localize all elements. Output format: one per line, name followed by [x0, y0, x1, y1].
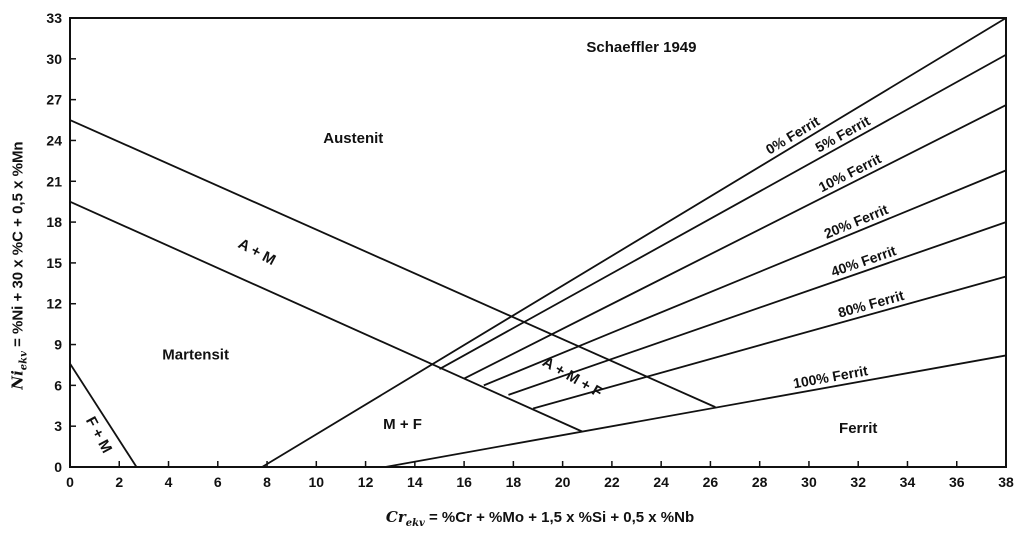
x-tick-label: 30	[801, 474, 817, 490]
y-tick-label: 21	[46, 173, 62, 189]
y-tick-label: 27	[46, 92, 62, 108]
boundary-line	[69, 363, 138, 468]
y-tick-label: 3	[54, 418, 62, 434]
x-tick-label: 0	[66, 474, 74, 490]
x-tick-label: 4	[165, 474, 173, 490]
x-tick-label: 14	[407, 474, 423, 490]
x-tick-label: 24	[653, 474, 669, 490]
boundary-line	[69, 200, 583, 433]
x-tick-label: 8	[263, 474, 271, 490]
y-axis-title: Niekv = %Ni + 30 x %C + 0,5 x %Mn	[6, 30, 32, 500]
region-label: A + M	[235, 235, 278, 269]
x-tick-label: 18	[506, 474, 522, 490]
y-tick-label: 12	[46, 296, 62, 312]
y-axis-title-formula: = %Ni + 30 x %C + 0,5 x %Mn	[9, 140, 27, 351]
y-tick-label: 30	[46, 51, 62, 67]
y-axis-title-variable: Niekv	[8, 350, 30, 390]
x-axis-title: Crekv = %Cr + %Mo + 1,5 x %Si + 0,5 x %N…	[70, 508, 1010, 529]
y-tick-label: 18	[46, 214, 62, 230]
x-tick-label: 12	[358, 474, 374, 490]
ferrite-line	[385, 354, 1007, 468]
x-tick-label: 38	[998, 474, 1014, 490]
x-tick-label: 28	[752, 474, 768, 490]
y-tick-label: 15	[46, 255, 62, 271]
region-label: M + F	[383, 416, 422, 433]
y-tick-label: 24	[46, 132, 62, 148]
ferrite-line	[463, 104, 1007, 380]
region-label: Austenit	[323, 130, 383, 147]
ferrite-line	[508, 221, 1007, 396]
x-tick-label: 26	[703, 474, 719, 490]
x-axis-title-variable: Crekv	[385, 508, 425, 529]
y-tick-label: 0	[54, 459, 62, 475]
ferrite-line	[483, 169, 1007, 387]
y-tick-label: 6	[54, 377, 62, 393]
ferrite-line	[439, 53, 1007, 370]
x-tick-label: 32	[850, 474, 866, 490]
x-tick-label: 10	[309, 474, 325, 490]
plot-frame	[69, 17, 1007, 468]
region-label: Ferrit	[839, 420, 877, 437]
y-tick-label: 33	[46, 10, 62, 26]
x-tick-label: 16	[456, 474, 472, 490]
x-tick-label: 34	[900, 474, 916, 490]
x-tick-label: 6	[214, 474, 222, 490]
x-axis-title-formula: = %Cr + %Mo + 1,5 x %Si + 0,5 x %Nb	[424, 509, 695, 526]
ferrite-line-label: 80% Ferrit	[836, 287, 906, 321]
x-tick-label: 22	[604, 474, 620, 490]
region-label: Martensit	[162, 347, 229, 364]
y-tick-label: 9	[54, 337, 62, 353]
boundary-line	[69, 119, 716, 408]
chart-title: Schaeffler 1949	[586, 39, 696, 56]
ferrite-line	[532, 275, 1007, 410]
x-tick-label: 20	[555, 474, 571, 490]
region-label: F + M	[82, 414, 115, 456]
ferrite-line-label: 40% Ferrit	[829, 242, 899, 279]
x-tick-label: 36	[949, 474, 965, 490]
ferrite-line	[261, 17, 1007, 468]
x-tick-label: 2	[115, 474, 123, 490]
region-label: A + M + F	[539, 353, 605, 401]
